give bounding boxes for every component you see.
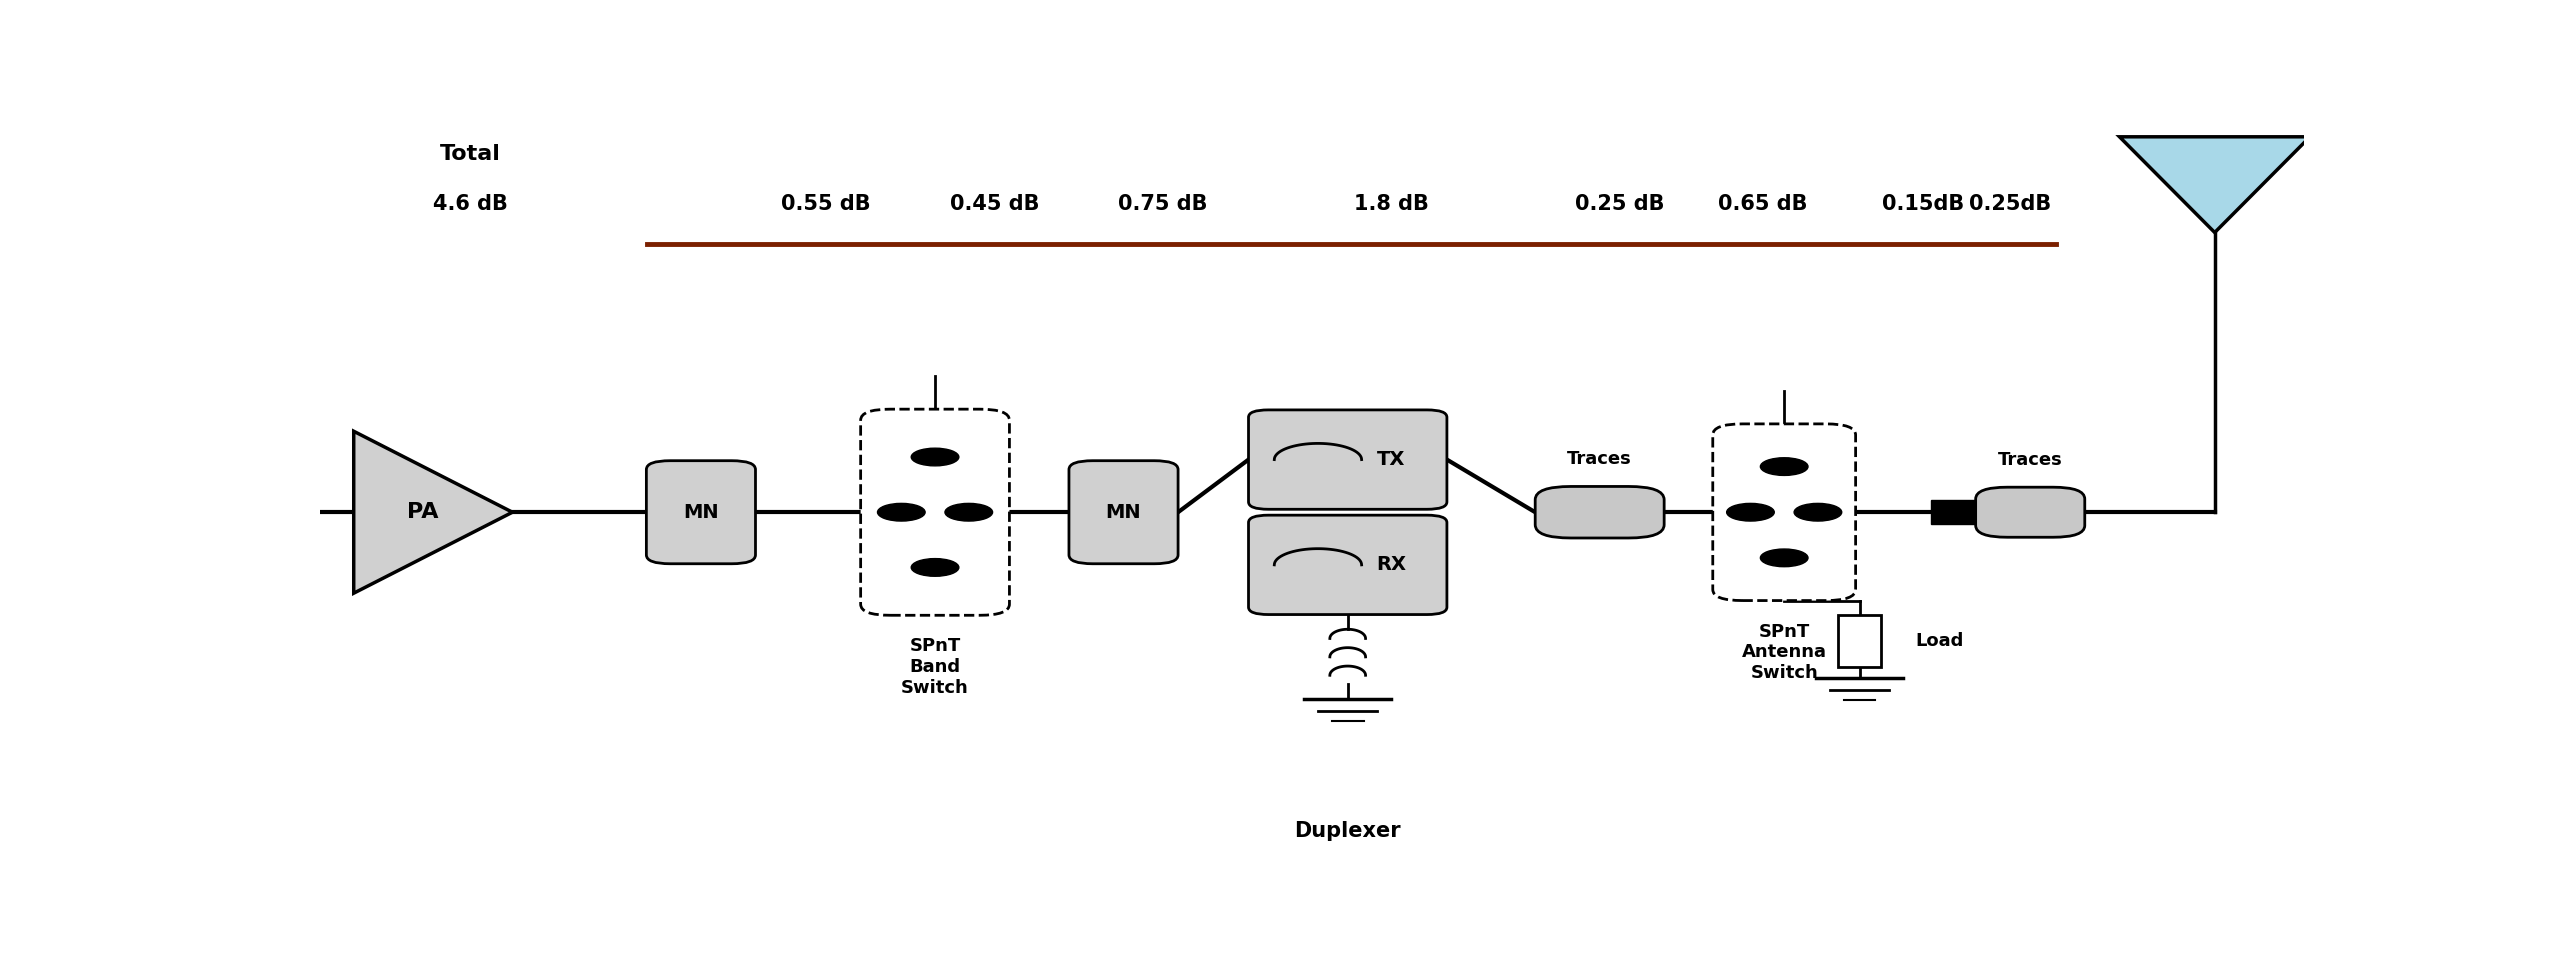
Text: SPnT
Antenna
Switch: SPnT Antenna Switch [1741, 622, 1828, 683]
Text: Traces: Traces [1567, 450, 1633, 468]
Polygon shape [353, 431, 512, 593]
Text: TX: TX [1377, 450, 1405, 469]
Text: Total: Total [440, 144, 502, 164]
Circle shape [911, 558, 960, 576]
FancyBboxPatch shape [1249, 515, 1446, 615]
FancyBboxPatch shape [860, 409, 1009, 616]
Text: 1.8 dB: 1.8 dB [1354, 194, 1428, 214]
Circle shape [878, 504, 924, 521]
Text: MN: MN [1106, 503, 1142, 522]
FancyBboxPatch shape [1536, 487, 1664, 538]
FancyBboxPatch shape [1976, 488, 2084, 537]
Text: RX: RX [1377, 555, 1405, 575]
Text: 0.15dB: 0.15dB [1882, 194, 1964, 214]
Text: SPnT
Band
Switch: SPnT Band Switch [901, 638, 968, 697]
Text: 0.75 dB: 0.75 dB [1119, 194, 1208, 214]
Circle shape [945, 504, 993, 521]
Text: 0.45 dB: 0.45 dB [950, 194, 1039, 214]
Text: PA: PA [407, 502, 438, 522]
Circle shape [911, 448, 960, 466]
FancyBboxPatch shape [645, 461, 755, 564]
Text: Load: Load [1915, 632, 1964, 650]
Circle shape [1795, 504, 1841, 521]
Text: MN: MN [684, 503, 719, 522]
FancyBboxPatch shape [1713, 424, 1856, 600]
Polygon shape [2120, 137, 2309, 232]
Text: Traces: Traces [1997, 451, 2063, 468]
Text: 0.55 dB: 0.55 dB [781, 194, 870, 214]
Bar [1930, 500, 1974, 524]
Circle shape [1725, 504, 1774, 521]
FancyBboxPatch shape [1249, 410, 1446, 510]
Text: 0.25dB: 0.25dB [1969, 194, 2051, 214]
FancyBboxPatch shape [1070, 461, 1178, 564]
Text: 4.6 dB: 4.6 dB [433, 194, 509, 214]
Bar [1838, 616, 1882, 667]
Text: 0.25 dB: 0.25 dB [1574, 194, 1664, 214]
Text: 0.65 dB: 0.65 dB [1718, 194, 1807, 214]
Circle shape [1761, 458, 1807, 475]
Text: Duplexer: Duplexer [1295, 820, 1400, 840]
Circle shape [1761, 549, 1807, 567]
